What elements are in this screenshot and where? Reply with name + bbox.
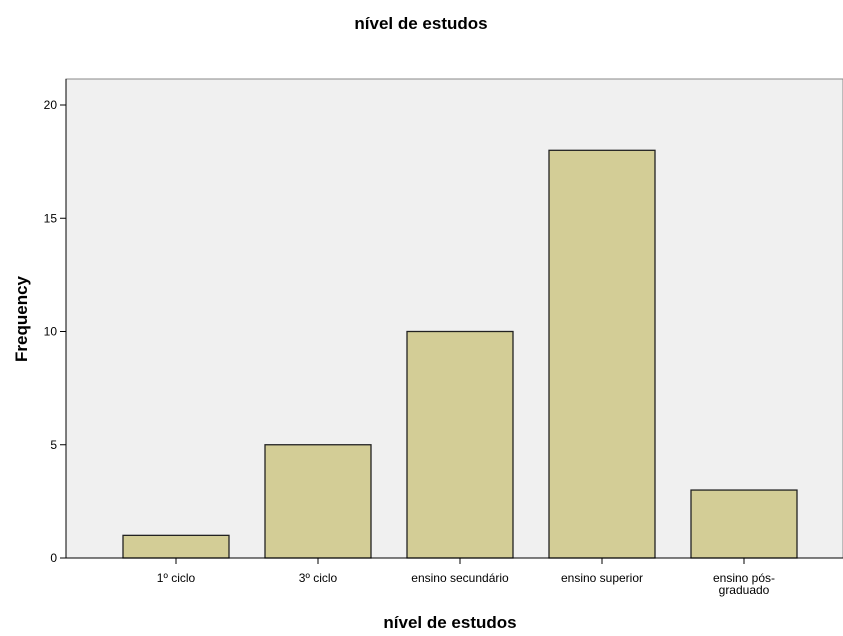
x-axis-title: nível de estudos bbox=[383, 613, 516, 632]
bar bbox=[122, 534, 230, 559]
chart-title: nível de estudos bbox=[354, 14, 487, 33]
x-axis-ticks: 1º ciclo 3º ciclo ensino secundário ensino … bbox=[157, 558, 775, 597]
bars-layer bbox=[122, 149, 798, 559]
x-tick-label: ensino superior bbox=[561, 571, 643, 585]
x-tick-label: ensino secundário bbox=[411, 571, 509, 585]
y-tick-label: 15 bbox=[44, 211, 58, 225]
bar bbox=[406, 330, 514, 559]
x-tick-label: 1º ciclo bbox=[157, 571, 196, 585]
bar bbox=[264, 444, 372, 559]
x-tick-label: ensino pós-graduado bbox=[713, 571, 775, 597]
y-axis-title: Frequency bbox=[12, 275, 31, 362]
y-tick-label: 20 bbox=[44, 98, 58, 112]
y-tick-label: 10 bbox=[44, 325, 58, 339]
bar bbox=[548, 149, 656, 559]
y-tick-label: 5 bbox=[50, 438, 57, 452]
bar bbox=[690, 489, 798, 559]
y-axis-ticks: 0 5 10 15 20 bbox=[44, 98, 66, 565]
x-tick-label: 3º ciclo bbox=[299, 571, 338, 585]
axes-layer bbox=[65, 79, 843, 559]
y-tick-label: 0 bbox=[50, 551, 57, 565]
